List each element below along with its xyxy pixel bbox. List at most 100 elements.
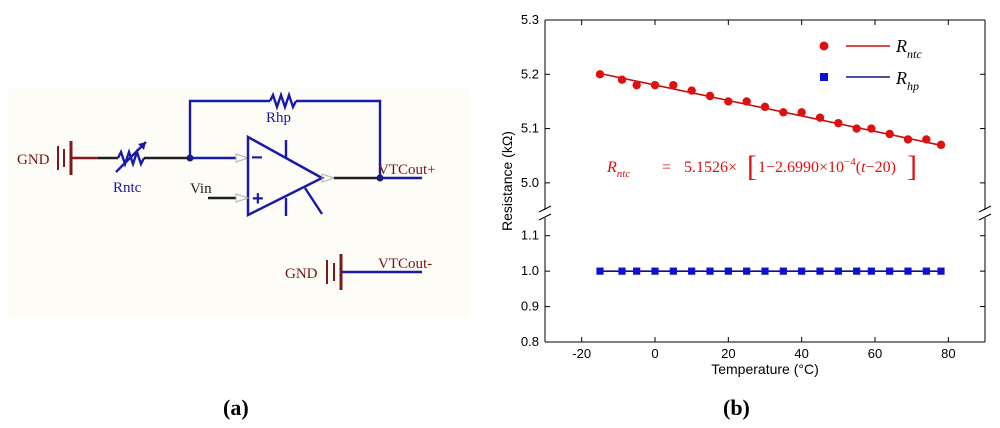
legend-label-rntc: Rntc	[895, 36, 922, 61]
point-hp-5	[688, 267, 696, 275]
equation-lhs-main: R	[606, 159, 617, 176]
x-tick-label-1: 0	[651, 346, 658, 361]
fit-equation: Rntc = 5.1526× [ 1−2.6990×10−4(t−20) ]	[606, 150, 917, 183]
legend-rhp-main: R	[895, 68, 907, 88]
x-tick-label-5: 80	[941, 346, 955, 361]
legend-rhp-sub: hp	[907, 79, 919, 93]
rntc-label: Rntc	[113, 180, 142, 196]
point-ntc-15	[867, 124, 876, 133]
opamp-plus-sign: +	[252, 188, 264, 210]
point-hp-15	[867, 267, 875, 275]
point-ntc-6	[705, 91, 715, 101]
inverting-input-arrow	[235, 153, 250, 163]
point-ntc-0	[595, 70, 605, 79]
point-ntc-14	[852, 124, 861, 133]
x-tick-label-3: 40	[794, 346, 808, 361]
y-axis-ticks: 5.0 5.1 5.2 5.3 0.8 0.9 1.0 1.1	[521, 12, 985, 349]
y-tick-label-lower-2: 1.0	[521, 263, 539, 278]
equation-bracket-open: [	[747, 150, 757, 183]
point-ntc-19	[936, 140, 946, 150]
rhp-resistor	[268, 91, 298, 111]
y-tick-label-lower-3: 1.1	[521, 228, 539, 243]
point-hp-19	[937, 267, 945, 275]
panel-a-circuit: GND Rntc Rhp − + Vin VTCout+	[8, 87, 470, 317]
equation-lhs: Rntc	[606, 159, 630, 180]
point-hp-17	[904, 267, 912, 275]
data-markers	[595, 70, 946, 275]
point-hp-13	[834, 267, 842, 275]
point-hp-18	[922, 267, 930, 275]
equation-inner: 1−2.6990×10−4(t−20)	[758, 156, 896, 176]
opamp-pin-diagonal	[303, 187, 324, 215]
point-ntc-11	[797, 108, 806, 117]
point-hp-8	[743, 267, 751, 275]
y-axis-title: Resistance (kΩ)	[499, 131, 515, 231]
point-ntc-8	[742, 97, 751, 106]
circuit-background	[8, 87, 470, 317]
legend: Rntc Rhp	[819, 36, 922, 93]
legend-marker-rntc	[819, 41, 829, 51]
wire-feedback-right	[296, 99, 382, 178]
point-ntc-10	[779, 108, 788, 117]
output-arrow	[321, 173, 336, 183]
point-hp-14	[853, 267, 861, 275]
point-ntc-9	[760, 102, 770, 112]
legend-marker-rhp	[820, 73, 828, 81]
y-tick-label-upper-1: 5.1	[521, 121, 539, 136]
equation-bracket-close: ]	[907, 150, 917, 183]
point-ntc-17	[903, 135, 913, 144]
rhp-label: Rhp	[266, 110, 291, 126]
point-ntc-13	[834, 118, 843, 128]
x-axis-title: Temperature (°C)	[711, 361, 819, 377]
noninverting-input-arrow	[235, 193, 250, 203]
x-tick-label-4: 60	[868, 346, 882, 361]
vtcout-plus-label: VTCout+	[378, 162, 436, 178]
point-hp-9	[761, 267, 769, 275]
gnd-label-top: GND	[17, 152, 50, 168]
point-hp-6	[706, 267, 714, 275]
equation-inner-one: 1−2.6990×10	[758, 159, 844, 176]
axis-break-left	[538, 205, 552, 221]
equation-var-t: t	[861, 159, 866, 176]
axis-break-right	[978, 205, 992, 221]
legend-rntc-sub: ntc	[907, 47, 922, 61]
point-hp-7	[724, 267, 732, 275]
y-tick-label-upper-0: 5.0	[521, 175, 539, 190]
point-hp-0	[596, 267, 604, 275]
equation-lhs-sub: ntc	[617, 168, 631, 180]
legend-label-rhp: Rhp	[895, 68, 919, 93]
opamp-minus-sign: −	[251, 147, 263, 169]
point-hp-4	[669, 267, 677, 275]
x-tick-label-2: 20	[721, 346, 735, 361]
point-ntc-18	[922, 135, 931, 144]
vtcout-minus-label: VTCout-	[378, 256, 432, 272]
y-tick-label-upper-3: 5.3	[521, 12, 539, 27]
panel-a-label: (a)	[223, 395, 249, 420]
point-hp-16	[886, 267, 894, 275]
y-tick-label-lower-0: 0.8	[521, 334, 539, 349]
point-hp-3	[651, 267, 659, 275]
wire-feedback-left	[188, 99, 270, 158]
equation-coef: 5.1526×	[684, 159, 737, 176]
rntc-arrow-head	[138, 142, 146, 150]
point-ntc-16	[885, 129, 894, 139]
point-ntc-4	[669, 80, 678, 90]
panel-b-chart: -20 0 20 40 60 80 5.0 5.1 5.2 5.3 0.8 0.9 1.0 1.1 Te…	[499, 12, 992, 377]
vin-label: Vin	[190, 181, 212, 197]
point-hp-2	[633, 267, 641, 275]
point-ntc-5	[687, 86, 696, 95]
point-ntc-3	[650, 80, 660, 90]
point-hp-12	[816, 267, 824, 275]
x-axis-ticks: -20 0 20 40 60 80	[572, 20, 956, 361]
y-tick-label-upper-2: 5.2	[521, 66, 539, 81]
equation-exponent: −4	[844, 156, 856, 168]
point-hp-1	[618, 267, 626, 275]
point-ntc-1	[617, 75, 627, 84]
gnd-label-bottom: GND	[285, 266, 318, 282]
point-hp-10	[779, 267, 787, 275]
x-tick-label-0: -20	[572, 346, 591, 361]
point-hp-11	[798, 267, 806, 275]
equation-equals: =	[662, 159, 671, 176]
panel-b-label: (b)	[723, 395, 750, 420]
